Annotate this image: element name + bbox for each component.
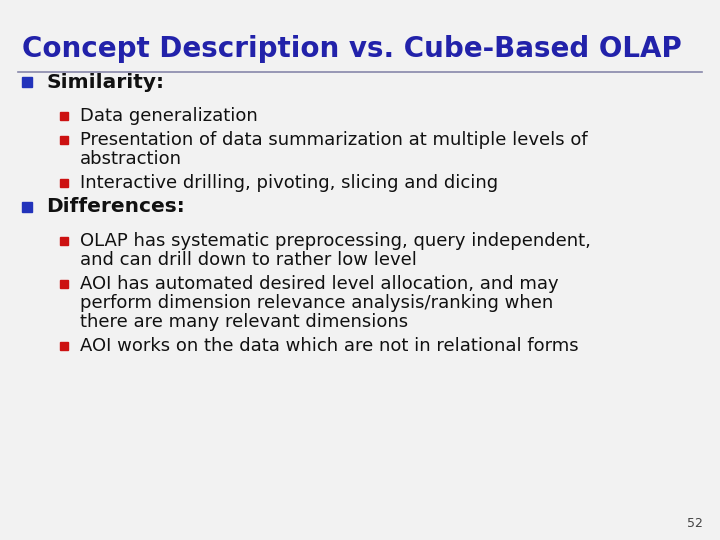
Text: AOI has automated desired level allocation, and may: AOI has automated desired level allocati… <box>80 275 559 293</box>
Text: Interactive drilling, pivoting, slicing and dicing: Interactive drilling, pivoting, slicing … <box>80 174 498 192</box>
Text: there are many relevant dimensions: there are many relevant dimensions <box>80 313 408 331</box>
Text: and can drill down to rather low level: and can drill down to rather low level <box>80 251 417 269</box>
Text: perform dimension relevance analysis/ranking when: perform dimension relevance analysis/ran… <box>80 294 553 312</box>
Text: Concept Description vs. Cube-Based OLAP: Concept Description vs. Cube-Based OLAP <box>22 35 682 63</box>
Bar <box>60 237 68 245</box>
Bar <box>60 342 68 350</box>
Text: 52: 52 <box>687 517 703 530</box>
Bar <box>60 280 68 288</box>
Text: Presentation of data summarization at multiple levels of: Presentation of data summarization at mu… <box>80 131 588 149</box>
Text: Differences:: Differences: <box>46 198 185 217</box>
Text: Similarity:: Similarity: <box>46 72 164 91</box>
Bar <box>60 136 68 144</box>
Bar <box>22 202 32 212</box>
Text: Data generalization: Data generalization <box>80 107 258 125</box>
Bar <box>22 77 32 87</box>
Text: OLAP has systematic preprocessing, query independent,: OLAP has systematic preprocessing, query… <box>80 232 591 250</box>
Bar <box>60 179 68 187</box>
Bar <box>60 112 68 120</box>
Text: AOI works on the data which are not in relational forms: AOI works on the data which are not in r… <box>80 337 579 355</box>
Text: abstraction: abstraction <box>80 150 182 168</box>
